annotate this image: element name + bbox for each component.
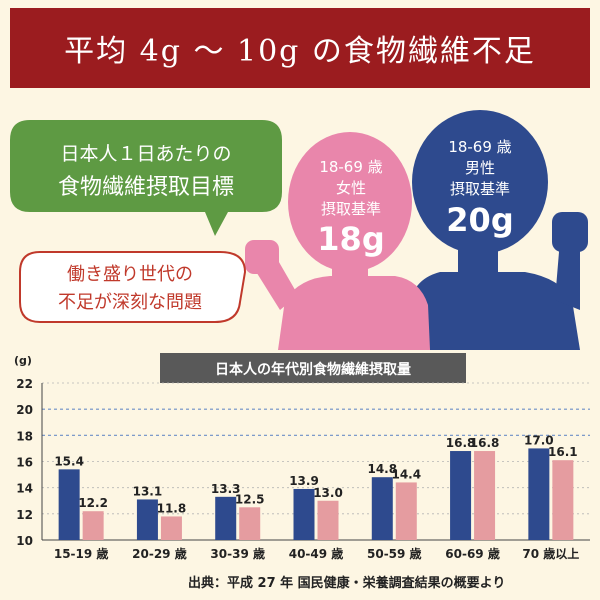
- y-tick-label: 22: [16, 377, 33, 391]
- y-tick-label: 20: [16, 403, 33, 417]
- x-category-label: 70 歳以上: [522, 546, 579, 561]
- bar-value-label: 13.0: [313, 486, 343, 500]
- title-banner: 平均 4g 〜 10g の食物繊維不足: [10, 8, 590, 88]
- bar-value-label: 13.9: [289, 474, 319, 488]
- problem-bubble: 働き盛り世代の 不足が深刻な問題: [19, 251, 247, 323]
- x-category-label: 40-49 歳: [289, 546, 344, 561]
- bar-value-label: 13.3: [211, 482, 241, 496]
- bar-value-label: 16.8: [446, 436, 476, 450]
- bar-series-1: [215, 496, 237, 540]
- male-amount: 20g: [446, 201, 513, 239]
- problem-bubble-line1: 働き盛り世代の: [67, 264, 193, 285]
- banner-title: 平均 4g 〜 10g の食物繊維不足: [64, 34, 536, 69]
- problem-bubble-line2: 不足が深刻な問題: [58, 292, 202, 313]
- male-sex: 男性: [465, 159, 495, 177]
- male-label: 摂取基準: [450, 180, 510, 198]
- x-category-label: 60-69 歳: [445, 546, 500, 561]
- bar-value-label: 14.4: [391, 467, 421, 481]
- target-bubble: 日本人１日あたりの 食物繊維摂取目標: [10, 120, 282, 236]
- female-sex: 女性: [336, 179, 366, 197]
- bar-series-2: [239, 507, 261, 540]
- female-label: 摂取基準: [321, 200, 381, 218]
- female-amount: 18g: [317, 220, 384, 258]
- bar-series-2: [82, 511, 104, 540]
- bar-value-label: 14.8: [367, 462, 397, 476]
- y-tick-label: 16: [16, 456, 33, 470]
- bar-value-label: 12.2: [78, 496, 108, 510]
- bar-series-2: [474, 451, 496, 540]
- bar-series-1: [58, 469, 80, 540]
- source-note: 出典：平成 27 年 国民健康・栄養調査結果の概要より: [188, 576, 506, 591]
- y-tick-label: 18: [16, 429, 33, 443]
- y-tick-label: 14: [16, 482, 33, 496]
- bar-value-label: 15.4: [54, 454, 84, 468]
- bar-value-label: 11.8: [157, 501, 187, 515]
- bar-value-label: 12.5: [235, 492, 265, 506]
- y-tick-label: 10: [16, 534, 33, 548]
- hero-illustration: 18-69 歳 女性 摂取基準 18g 18-69 歳 男性 摂取基準 20g …: [10, 110, 588, 350]
- x-category-label: 15-19 歳: [54, 546, 109, 561]
- bar-series-2: [552, 460, 574, 540]
- bar-series-1: [136, 499, 158, 540]
- bar-value-label: 13.1: [133, 484, 163, 498]
- chart-title-bg: [160, 353, 466, 383]
- bar-value-label: 17.0: [524, 433, 554, 447]
- female-age: 18-69 歳: [319, 158, 382, 176]
- female-figure-icon: [245, 132, 430, 350]
- bar-series-2: [317, 500, 339, 540]
- bar-series-1: [528, 448, 550, 540]
- bar-series-1: [293, 488, 315, 540]
- bar-value-label: 16.8: [470, 436, 500, 450]
- y-unit-label: (g): [14, 354, 32, 367]
- target-bubble-line2: 食物繊維摂取目標: [58, 175, 234, 200]
- bar-series-2: [160, 516, 182, 540]
- male-age: 18-69 歳: [448, 138, 511, 156]
- intake-chart: 日本人の年代別食物繊維摂取量 (g) 10 12 14 16 18 20 22 15.4 12…: [14, 353, 590, 561]
- bar-value-label: 16.1: [548, 445, 578, 459]
- y-tick-label: 12: [16, 508, 33, 522]
- x-category-label: 20-29 歳: [132, 546, 187, 561]
- bar-series-2: [395, 482, 417, 540]
- chart-title: 日本人の年代別食物繊維摂取量: [215, 361, 411, 378]
- x-category-label: 30-39 歳: [210, 546, 265, 561]
- bar-series-1: [371, 477, 393, 540]
- target-bubble-line1: 日本人１日あたりの: [60, 143, 231, 165]
- x-category-label: 50-59 歳: [367, 546, 422, 561]
- male-figure-icon: [410, 110, 588, 350]
- bar-series-1: [450, 451, 472, 540]
